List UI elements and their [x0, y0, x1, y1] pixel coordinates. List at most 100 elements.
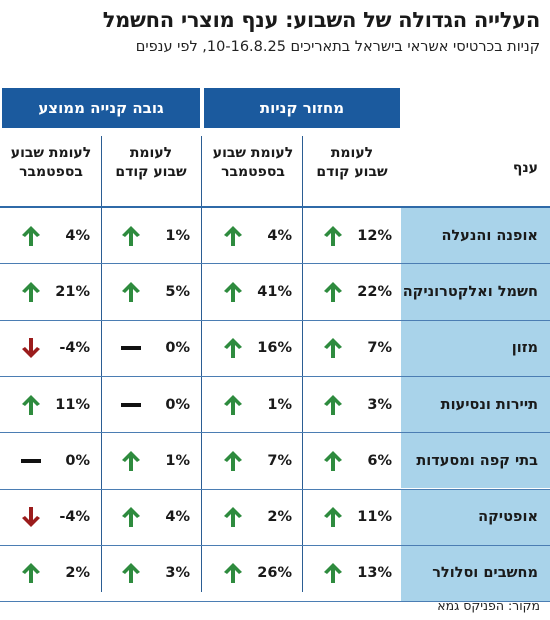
header-divider [0, 206, 550, 208]
change-value: 21% [55, 283, 90, 300]
change-value: 2% [65, 565, 90, 582]
change-cell: 2% [204, 490, 300, 545]
change-value: 11% [357, 509, 392, 526]
arrow-up-icon [20, 393, 42, 417]
change-cell: 0% [102, 321, 198, 376]
arrow-up-icon [322, 336, 344, 360]
change-value: 6% [367, 452, 392, 469]
dash-icon [20, 449, 42, 473]
purchases-prev-line1: לעומת [330, 145, 374, 161]
change-value: 2% [267, 509, 292, 526]
change-cell: 12% [304, 208, 400, 263]
row-divider [0, 375, 550, 377]
change-cell: -4% [2, 321, 98, 376]
change-cell: 1% [102, 208, 198, 263]
column-divider [101, 136, 102, 592]
change-cell: 41% [204, 264, 300, 319]
change-cell: 3% [304, 377, 400, 432]
change-cell: 11% [2, 377, 98, 432]
row-divider [0, 488, 550, 490]
avg-sept-line2: בספטמבר [19, 164, 83, 180]
change-value: 26% [257, 565, 292, 582]
arrow-up-icon [222, 449, 244, 473]
change-value: 3% [165, 565, 190, 582]
branch-label: אופנה והנעלה [401, 208, 550, 264]
purchases-group-header: מחזור קניות [204, 88, 400, 128]
change-cell: 1% [204, 377, 300, 432]
purchases-prev-week-header: לעומת שבוע קודם [304, 144, 400, 188]
purchases-sept-line1: לעומת שבוע [212, 145, 294, 161]
change-value: 22% [357, 283, 392, 300]
dash-icon [120, 336, 142, 360]
change-value: 12% [357, 227, 392, 244]
arrow-up-icon [322, 224, 344, 248]
change-value: 0% [165, 396, 190, 413]
arrow-up-icon [120, 280, 142, 304]
change-cell: 4% [2, 208, 98, 263]
arrow-down-icon [20, 336, 42, 360]
change-value: 4% [165, 509, 190, 526]
arrow-up-icon [120, 561, 142, 585]
branch-label: מזון [401, 320, 550, 376]
row-divider [0, 601, 550, 603]
branch-label: חשמל ואלקטרוניקה [401, 264, 550, 320]
arrow-up-icon [222, 336, 244, 360]
change-value: 4% [65, 227, 90, 244]
change-cell: 22% [304, 264, 400, 319]
row-divider [0, 432, 550, 434]
avg-sept-line1: לעומת שבוע [10, 145, 92, 161]
avg-sept-week-header: לעומת שבוע בספטמבר [2, 144, 100, 188]
change-cell: 7% [204, 433, 300, 488]
change-cell: 11% [304, 490, 400, 545]
change-value: 7% [267, 452, 292, 469]
change-cell: 16% [204, 321, 300, 376]
change-cell: 26% [204, 546, 300, 601]
change-cell: 2% [2, 546, 98, 601]
arrow-up-icon [222, 393, 244, 417]
change-value: -4% [59, 509, 90, 526]
arrow-up-icon [120, 449, 142, 473]
branch-label: אופטיקה [401, 489, 550, 545]
change-cell: 0% [102, 377, 198, 432]
change-cell: 1% [102, 433, 198, 488]
change-cell: 13% [304, 546, 400, 601]
change-cell: 4% [102, 490, 198, 545]
change-cell: 3% [102, 546, 198, 601]
arrow-up-icon [322, 505, 344, 529]
change-value: 1% [267, 396, 292, 413]
change-value: 11% [55, 396, 90, 413]
row-divider [0, 263, 550, 265]
change-value: 3% [367, 396, 392, 413]
arrow-up-icon [322, 449, 344, 473]
change-value: 13% [357, 565, 392, 582]
column-divider [201, 136, 202, 592]
source-note: מקור: הפניקס גמא [437, 598, 540, 613]
branch-column-header: ענף [512, 160, 538, 176]
change-value: 7% [367, 340, 392, 357]
arrow-up-icon [322, 561, 344, 585]
change-cell: 21% [2, 264, 98, 319]
change-value: 5% [165, 283, 190, 300]
change-value: -4% [59, 340, 90, 357]
change-cell: 6% [304, 433, 400, 488]
avg-purchase-group-header: גובה קנייה ממוצע [2, 88, 200, 128]
arrow-up-icon [322, 280, 344, 304]
arrow-down-icon [20, 505, 42, 529]
change-value: 16% [257, 340, 292, 357]
row-divider [0, 319, 550, 321]
change-value: 1% [165, 227, 190, 244]
change-value: 41% [257, 283, 292, 300]
arrow-up-icon [222, 561, 244, 585]
arrow-up-icon [120, 505, 142, 529]
avg-prev-line2: שבוע קודם [115, 164, 187, 180]
branch-label: בתי קפה ומסעדות [401, 433, 550, 489]
column-divider [302, 136, 303, 592]
arrow-up-icon [222, 505, 244, 529]
arrow-up-icon [322, 393, 344, 417]
change-cell: 5% [102, 264, 198, 319]
avg-prev-line1: לעומת [129, 145, 173, 161]
change-value: 0% [65, 452, 90, 469]
infographic-title: העלייה הגדולה של השבוע: ענף מוצרי החשמל [102, 8, 541, 32]
change-cell: 0% [2, 433, 98, 488]
dash-icon [120, 393, 142, 417]
